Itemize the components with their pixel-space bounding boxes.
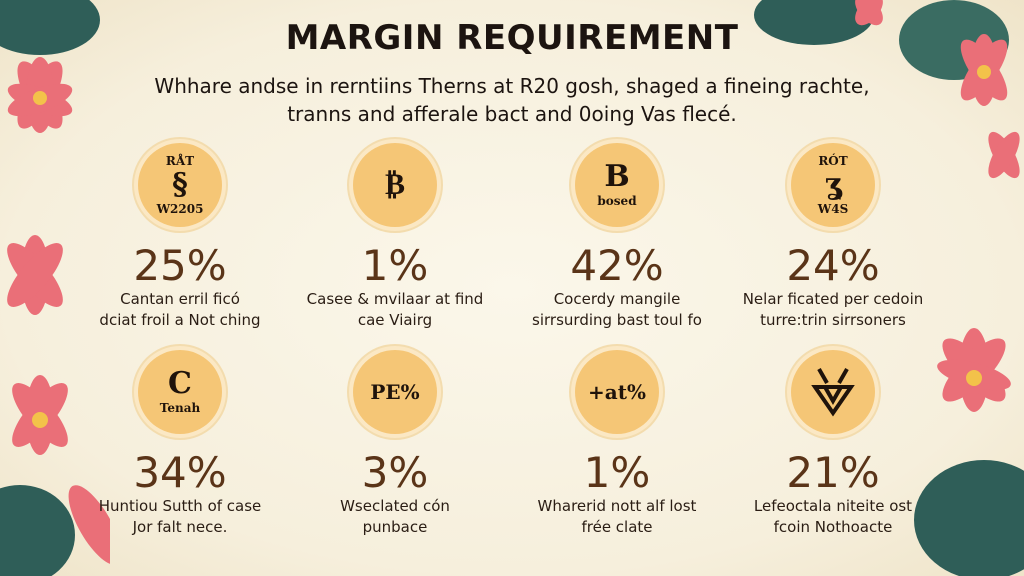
percent-value: 1% (361, 241, 429, 290)
percent-value: 1% (583, 448, 651, 497)
subtitle-line: Whhare andse in rerntiins Therns at R20 … (154, 74, 870, 98)
description-line: turre:trin sirrsoners (760, 311, 906, 329)
rat-percent-icon: +at% (575, 350, 659, 434)
description-line: Nelar ficated per cedoin (742, 290, 924, 308)
coin-bottom-label: W4S (817, 202, 849, 216)
percent-value: 3% (361, 448, 429, 497)
coin-symbol: +at% (588, 380, 646, 404)
pe-percent-icon: PE% (353, 350, 437, 434)
coin-bottom-label: Tenah (159, 401, 201, 415)
description-line: Wharerid nott alf lost (537, 497, 697, 515)
fox-emblem-icon (791, 350, 875, 434)
lotus-decoration-top-left (0, 0, 100, 133)
coin-symbol: § (172, 167, 188, 202)
coin-top-label: RÓT (818, 154, 848, 168)
lotus-decoration-right (914, 328, 1024, 576)
percent-value: 21% (786, 448, 880, 497)
lotus-decoration-left (0, 235, 110, 576)
subtitle: Whhare andse in rerntiins Therns at R20 … (150, 72, 874, 128)
percent-value: 24% (786, 241, 880, 290)
margin-stat-card: RÅT § W2205 25% Cantan erril ficó dciat … (70, 143, 290, 331)
margin-stat-card: ₿ 1% Casee & mvilaar at find cae Viairg (285, 143, 505, 331)
description-line: dciat froil a Not ching (99, 311, 261, 329)
description-line: frée clate (581, 518, 653, 536)
margin-stat-card: +at% 1% Wharerid nott alf lost frée clat… (507, 350, 727, 538)
lotus-decoration-top-right (754, 0, 1020, 179)
coin-symbol: ʓ (824, 167, 842, 202)
description-line: punbace (362, 518, 428, 536)
coin-bottom-label: bosed (597, 194, 637, 208)
b-coin-icon: B bosed (575, 143, 659, 227)
description-line: cae Viairg (357, 311, 433, 329)
rot-coin-icon: RÓT ʓ W4S (791, 143, 875, 227)
margin-stat-card: PE% 3% Wseclated cón punbace (285, 350, 505, 538)
description-line: Wseclated cón (340, 497, 450, 515)
coin-top-label: B (604, 159, 630, 194)
c-coin-icon: C Tenah (138, 350, 222, 434)
page-title: MARGIN REQUIREMENT (285, 18, 739, 58)
description-line: sirrsurding bast toul fo (532, 311, 702, 329)
coin-bottom-label: W2205 (156, 202, 204, 216)
margin-stat-card: C Tenah 34% Huntiou Sutth of case Jor fa… (70, 350, 290, 538)
margin-stat-card: B bosed 42% Cocerdy mangile sirrsurding … (507, 143, 727, 331)
bitcoin-icon: ₿ (353, 143, 437, 227)
subtitle-line: tranns and afferale bact and 0oing Vas f… (287, 102, 737, 126)
margin-stat-card: RÓT ʓ W4S 24% Nelar ficated per cedoin t… (723, 143, 943, 331)
description-line: Cantan erril ficó (120, 290, 240, 308)
coin-top-label: RÅT (165, 154, 195, 168)
description-line: Lefeoctala niteite ost (753, 497, 913, 515)
description-line: Casee & mvilaar at find (306, 290, 484, 308)
coin-symbol: ₿ (384, 167, 405, 202)
coin-top-label: C (168, 366, 192, 401)
description-line: Huntiou Sutth of case (98, 497, 262, 515)
percent-value: 42% (570, 241, 664, 290)
description-line: Cocerdy mangile (553, 290, 681, 308)
margin-stat-card: 21% Lefeoctala niteite ost fcoin Nothoac… (723, 350, 943, 538)
percent-value: 34% (133, 448, 227, 497)
description-line: Jor falt nece. (132, 518, 228, 536)
percent-value: 25% (133, 241, 227, 290)
rat-coin-icon: RÅT § W2205 (138, 143, 222, 227)
description-line: fcoin Nothoacte (773, 518, 893, 536)
coin-symbol: PE% (370, 380, 420, 404)
